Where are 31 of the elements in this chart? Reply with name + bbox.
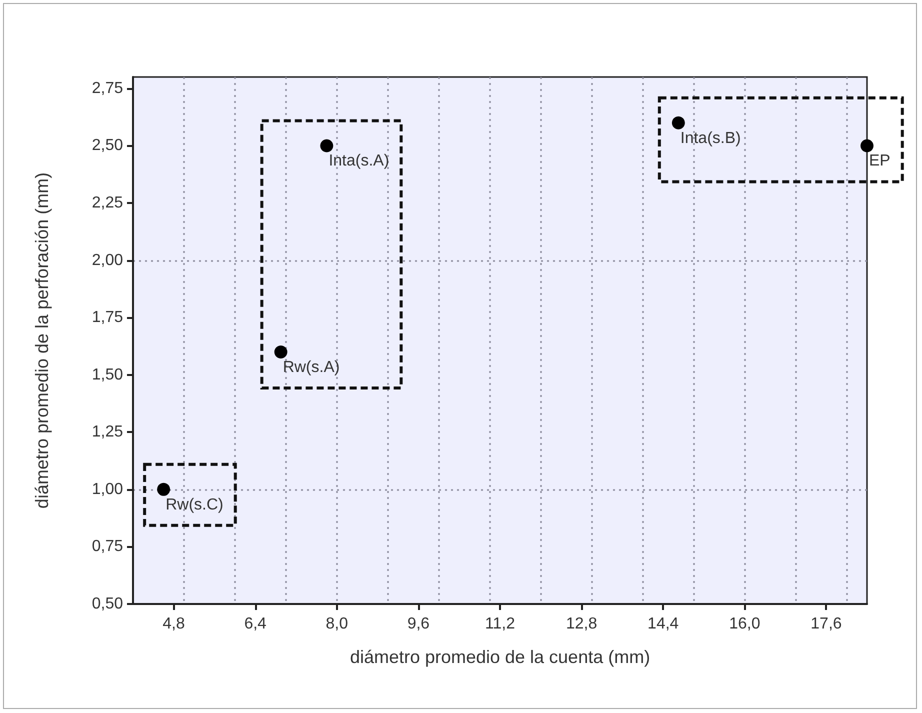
point [672, 116, 685, 130]
x-tick-label: 4,8 [162, 616, 185, 632]
annotation: Inta(s.A) [328, 152, 390, 170]
annotation: Rw(s.C) [166, 496, 224, 514]
y-tick-label: 1,00 [92, 480, 124, 498]
y-tick-label: 1,75 [92, 309, 124, 326]
x-tick-label: 8,0 [326, 616, 348, 632]
annotation: Inta(s.B) [680, 130, 741, 147]
y-tick-label: 2,75 [92, 80, 124, 97]
y-tick-label: 1,25 [92, 424, 124, 441]
y-axis-title: diámetro promedio de la perforación (mm) [32, 172, 52, 509]
x-axis-title: diámetro promedio de la cuenta (mm) [350, 647, 650, 667]
annotation: EP [869, 152, 890, 170]
point [320, 139, 334, 152]
x-tick-label: 6,4 [244, 616, 267, 632]
x-tick-label: 12,8 [566, 616, 598, 632]
y-tick-label: 0,75 [92, 538, 124, 556]
y-tick-label: 2,25 [92, 194, 124, 212]
x-tick-label: 11,2 [485, 616, 516, 632]
point [157, 482, 170, 496]
x-tick-label: 9,6 [407, 616, 430, 632]
point [860, 139, 874, 152]
y-tick-label: 2,00 [92, 252, 124, 269]
x-tick-label: 17,6 [810, 616, 842, 632]
x-tick-label: 14,4 [648, 616, 679, 632]
point [274, 345, 288, 358]
y-tick-label: 2,50 [92, 137, 124, 154]
y-tick-label: 0,50 [92, 596, 124, 612]
x-tick-label: 16,0 [729, 616, 760, 632]
y-tick-label: 1,50 [92, 366, 124, 384]
annotation: Rw(s.A) [282, 358, 340, 376]
